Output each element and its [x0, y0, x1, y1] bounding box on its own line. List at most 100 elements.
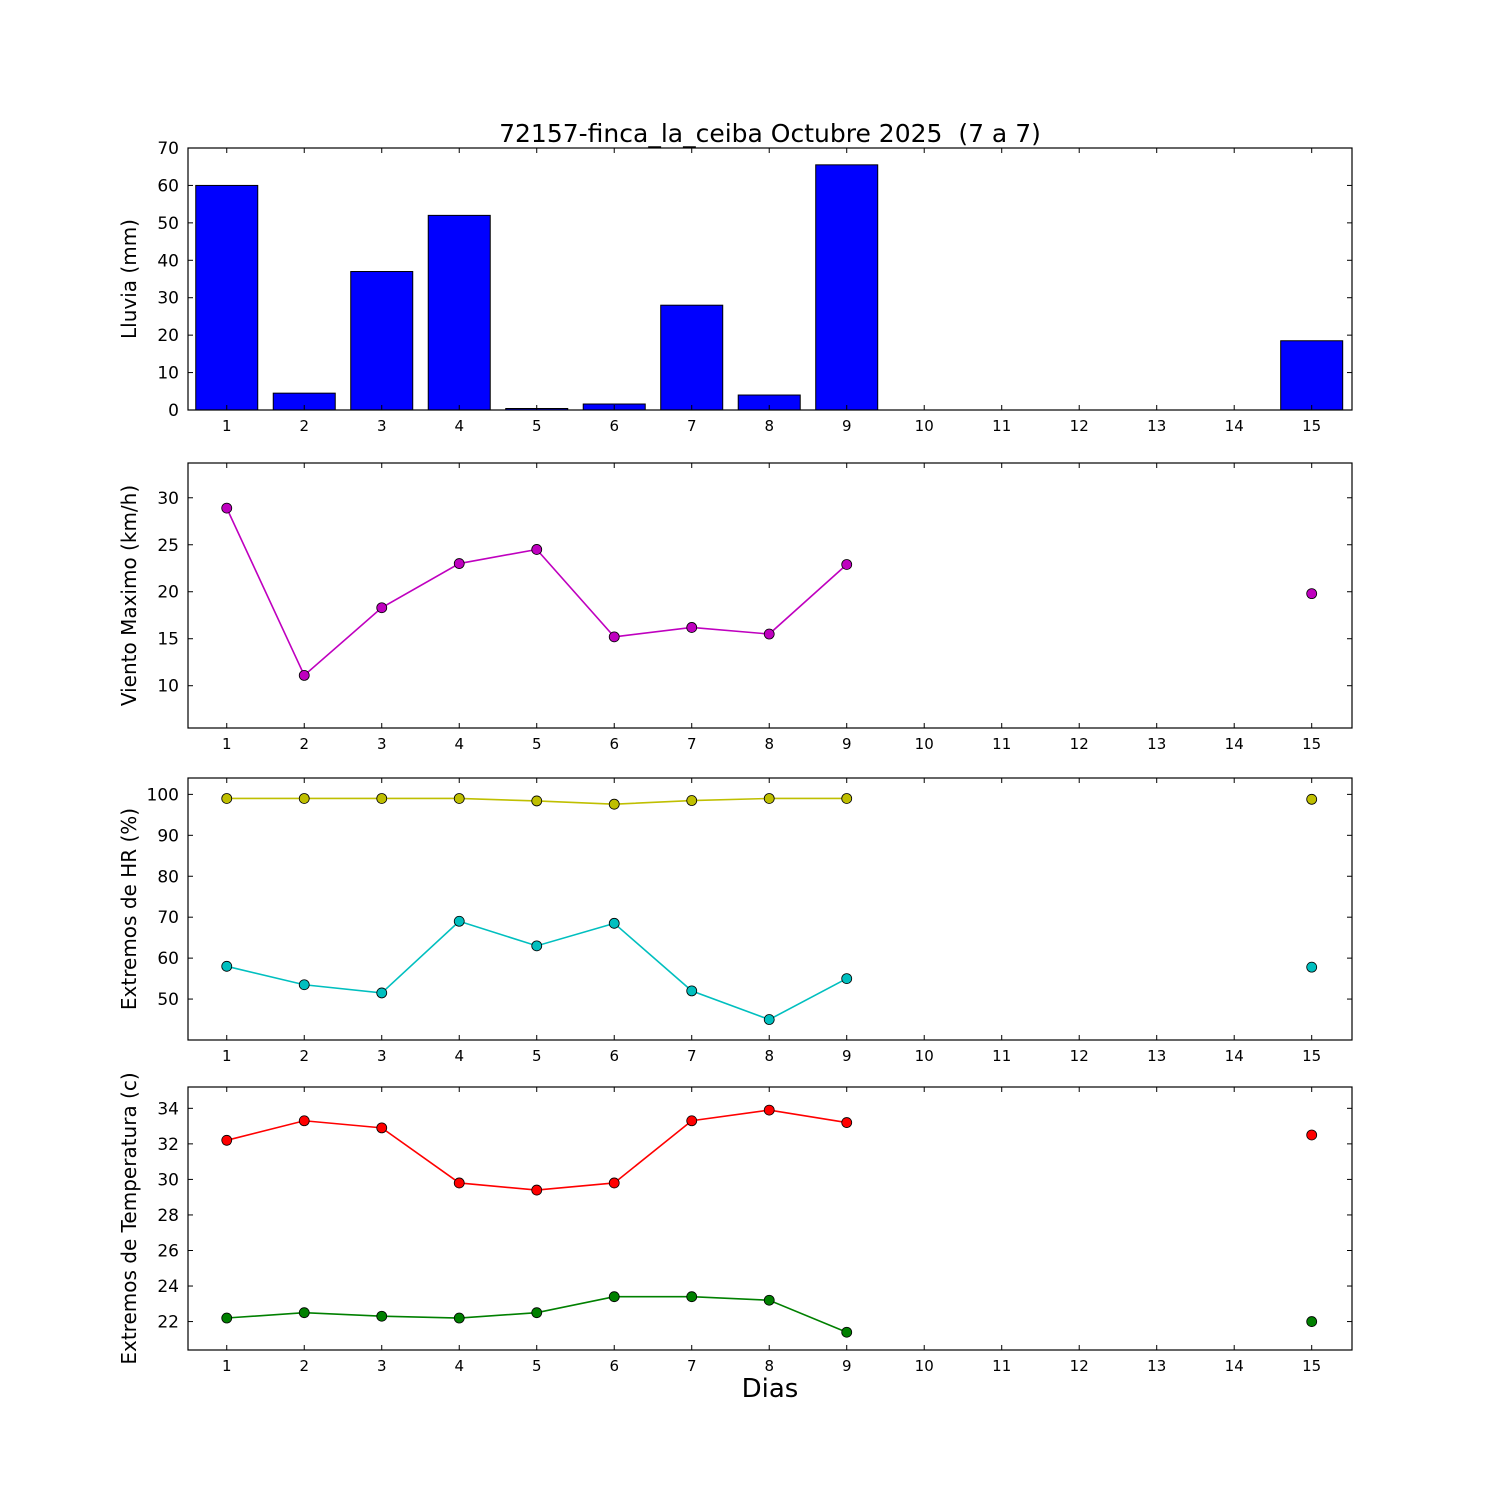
data-point-temperatura-maxima-day-8	[763, 1104, 775, 1116]
y-tick-label: 80	[157, 867, 179, 887]
x-tick-label: 9	[842, 1357, 852, 1375]
x-tick-label: 12	[1070, 1357, 1089, 1375]
data-point-viento-maximo-day-15	[1306, 588, 1318, 600]
y-tick-label: 20	[157, 583, 179, 603]
data-point-hr-minima-day-2	[298, 979, 310, 991]
x-axis-label: Dias	[742, 1374, 799, 1404]
series-temperatura-minima	[221, 1291, 1318, 1338]
y-tick-label: 50	[157, 214, 179, 234]
data-point-temperatura-minima-day-6	[608, 1291, 620, 1303]
x-tick-label: 7	[687, 1357, 697, 1375]
y-tick-label: 30	[157, 289, 179, 309]
x-tick-label: 11	[992, 735, 1011, 753]
y-tick-label: 30	[157, 1170, 179, 1190]
data-point-temperatura-minima-day-3	[376, 1310, 388, 1322]
data-point-temperatura-maxima-day-7	[686, 1115, 698, 1127]
x-tick-label: 3	[377, 417, 387, 435]
x-tick-label: 10	[915, 417, 934, 435]
data-point-temperatura-minima-day-8	[763, 1294, 775, 1306]
data-point-temperatura-minima-day-1	[221, 1312, 233, 1324]
bar-day-4	[427, 214, 491, 411]
y-tick-label: 70	[157, 139, 179, 159]
data-point-hr-maxima-day-7	[686, 795, 698, 806]
data-point-hr-maxima-day-1	[221, 793, 233, 804]
x-tick-label: 13	[1147, 1357, 1166, 1375]
x-tick-label: 10	[915, 1357, 934, 1375]
x-tick-label: 12	[1070, 735, 1089, 753]
y-axis-label-viento: Viento Maximo (km/h)	[117, 485, 141, 706]
data-point-temperatura-maxima-day-2	[298, 1115, 310, 1127]
data-point-viento-maximo-day-4	[453, 558, 465, 569]
data-point-hr-maxima-day-15	[1306, 793, 1318, 805]
y-tick-label: 90	[157, 826, 179, 846]
axes-frame	[187, 1086, 1353, 1351]
y-tick-label: 0	[168, 401, 179, 421]
x-tick-label: 11	[992, 1357, 1011, 1375]
subplot-temperatura: 1 2 3 4 5 6 7 8 9 10 11 12 13 14 1522242628303234Extre…	[117, 1072, 1353, 1375]
x-tick-label: 6	[609, 735, 619, 753]
data-point-viento-maximo-day-6	[608, 631, 620, 643]
series-temperatura-maxima	[221, 1104, 1318, 1196]
x-tick-label: 13	[1147, 735, 1166, 753]
data-point-temperatura-maxima-day-1	[221, 1134, 233, 1146]
data-point-hr-minima-day-15	[1306, 961, 1318, 973]
y-tick-label: 22	[157, 1313, 179, 1333]
data-point-temperatura-maxima-day-15	[1306, 1129, 1318, 1141]
y-tick-label: 10	[157, 677, 179, 697]
y-axis-label-hr: Extremos de HR (%)	[117, 808, 141, 1010]
data-point-temperatura-maxima-day-4	[453, 1177, 465, 1189]
y-tick-label: 10	[157, 364, 179, 384]
x-tick-label: 9	[842, 417, 852, 435]
x-tick-label: 3	[377, 1357, 387, 1375]
data-point-hr-minima-day-8	[763, 1014, 775, 1025]
x-tick-label: 9	[842, 735, 852, 753]
x-tick-label: 15	[1302, 417, 1321, 435]
x-tick-label: 14	[1225, 1357, 1244, 1375]
data-point-hr-maxima-day-9	[841, 793, 853, 804]
x-tick-label: 10	[915, 735, 934, 753]
data-point-temperatura-minima-day-5	[531, 1307, 543, 1319]
data-point-hr-minima-day-3	[376, 987, 388, 999]
x-tick-label: 12	[1070, 417, 1089, 435]
series-line-hr-minima	[226, 920, 848, 1021]
data-point-hr-maxima-day-6	[608, 798, 620, 810]
x-tick-label: 2	[299, 417, 309, 435]
subplot-lluvia: 1 2 3 4 5 6 7 8 9 10 11 12 13 14 15010203040506070Lluv…	[117, 139, 1353, 435]
series-hr-minima	[221, 915, 1318, 1025]
data-point-temperatura-maxima-day-3	[376, 1122, 388, 1134]
data-point-viento-maximo-day-7	[686, 622, 698, 633]
x-tick-label: 7	[687, 1047, 697, 1065]
data-point-temperatura-minima-day-9	[841, 1326, 853, 1338]
data-point-temperatura-maxima-day-9	[841, 1117, 853, 1128]
data-point-temperatura-minima-day-2	[298, 1307, 310, 1319]
data-point-viento-maximo-day-3	[376, 602, 388, 614]
data-point-temperatura-maxima-day-6	[608, 1177, 620, 1189]
x-tick-label: 13	[1147, 417, 1166, 435]
y-axis-label-lluvia: Lluvia (mm)	[117, 219, 141, 339]
x-tick-label: 8	[764, 417, 774, 435]
y-tick-label: 32	[157, 1135, 179, 1155]
x-tick-label: 13	[1147, 1047, 1166, 1065]
y-tick-label: 26	[157, 1241, 179, 1261]
x-tick-label: 14	[1225, 735, 1244, 753]
x-tick-label: 4	[454, 1047, 464, 1065]
x-tick-label: 4	[454, 735, 464, 753]
data-point-temperatura-maxima-day-5	[531, 1184, 543, 1196]
bar-day-15	[1280, 340, 1344, 411]
y-tick-label: 25	[157, 536, 179, 556]
x-tick-label: 4	[454, 417, 464, 435]
y-tick-label: 70	[157, 908, 179, 928]
data-point-hr-maxima-day-3	[376, 793, 388, 804]
x-tick-label: 4	[454, 1357, 464, 1375]
y-tick-label: 20	[157, 326, 179, 346]
x-tick-label: 6	[609, 1047, 619, 1065]
x-tick-label: 14	[1225, 417, 1244, 435]
x-tick-label: 3	[377, 735, 387, 753]
x-tick-label: 6	[609, 1357, 619, 1375]
data-point-viento-maximo-day-5	[531, 544, 543, 555]
x-tick-label: 11	[992, 1047, 1011, 1065]
series-line-temperatura-maxima	[226, 1109, 847, 1191]
data-point-hr-maxima-day-5	[531, 795, 543, 807]
